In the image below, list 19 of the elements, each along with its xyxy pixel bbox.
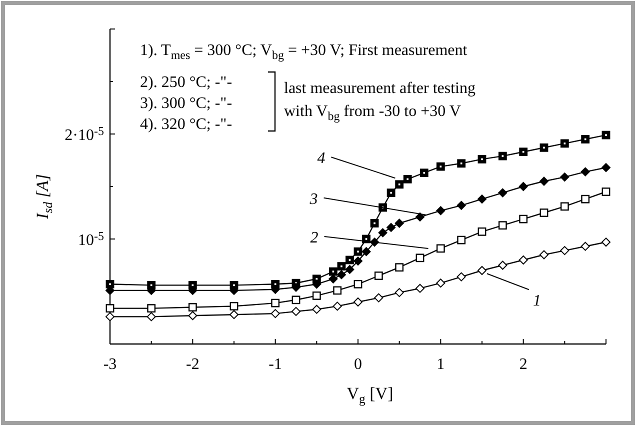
x-tick-label: 1 [436,356,445,373]
y-tick-label: 2·10$^{-5}$ [64,124,104,144]
annotation: 4 [317,150,326,168]
annotation: 1 [532,292,541,310]
annotation: 2 [310,229,318,246]
annotation: 4). 320 °C; -"- [140,116,232,133]
x-tick-label: -3 [103,356,117,373]
y-tick-label: 10$^{-5}$ [78,228,104,249]
annotation: 1). T$_{mes}$ = 300 °C; V$_{bg}$ = +30 V; First measurement [140,42,468,62]
x-axis-title: V$_{g}$ [V] [346,384,394,406]
annotation: last measurement after testing [284,80,476,97]
x-tick-label: 2 [519,356,528,373]
annotation: 3). 300 °C; -"- [140,95,232,112]
annotation: 3 [308,190,318,208]
x-tick-label: -2 [186,356,200,373]
x-tick-label: -1 [268,356,282,373]
x-tick-label: 0 [354,356,362,373]
annotation: with V$_{bg}$ from -30 to +30 V [284,103,462,123]
annotation: 2). 250 °C; -"- [140,74,232,91]
